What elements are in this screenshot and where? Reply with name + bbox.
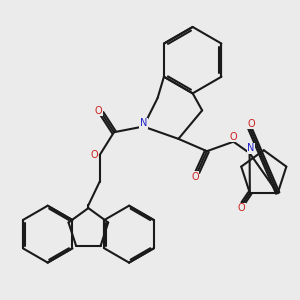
Text: N: N bbox=[140, 118, 147, 128]
Text: O: O bbox=[238, 203, 245, 214]
Text: O: O bbox=[95, 106, 102, 116]
Text: O: O bbox=[191, 172, 199, 182]
Text: O: O bbox=[230, 132, 237, 142]
Text: N: N bbox=[247, 143, 254, 154]
Text: O: O bbox=[247, 118, 255, 129]
Text: O: O bbox=[90, 150, 98, 160]
